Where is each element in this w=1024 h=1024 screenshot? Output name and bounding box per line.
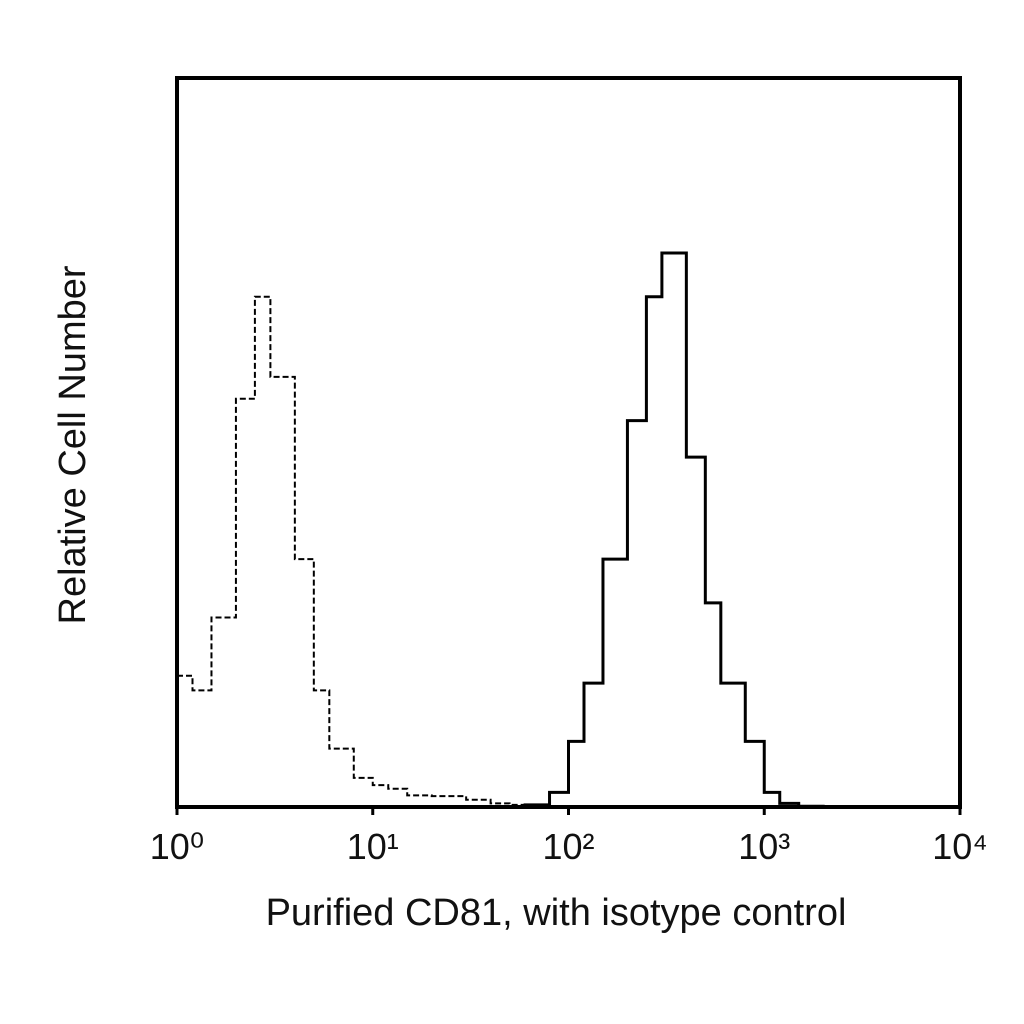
x-tick-label: 10⁰ bbox=[150, 826, 204, 867]
y-axis-label: Relative Cell Number bbox=[52, 265, 94, 624]
plot-frame bbox=[175, 76, 962, 809]
x-tick-label: 10¹ bbox=[347, 826, 399, 867]
x-tick-label: 10⁴ bbox=[932, 826, 988, 867]
x-tick-label: 10³ bbox=[738, 826, 790, 867]
histogram-line bbox=[466, 251, 825, 809]
x-tick-label: 10² bbox=[542, 826, 594, 867]
x-axis-label: Purified CD81, with isotype control bbox=[266, 892, 847, 934]
histogram-line bbox=[177, 295, 569, 808]
